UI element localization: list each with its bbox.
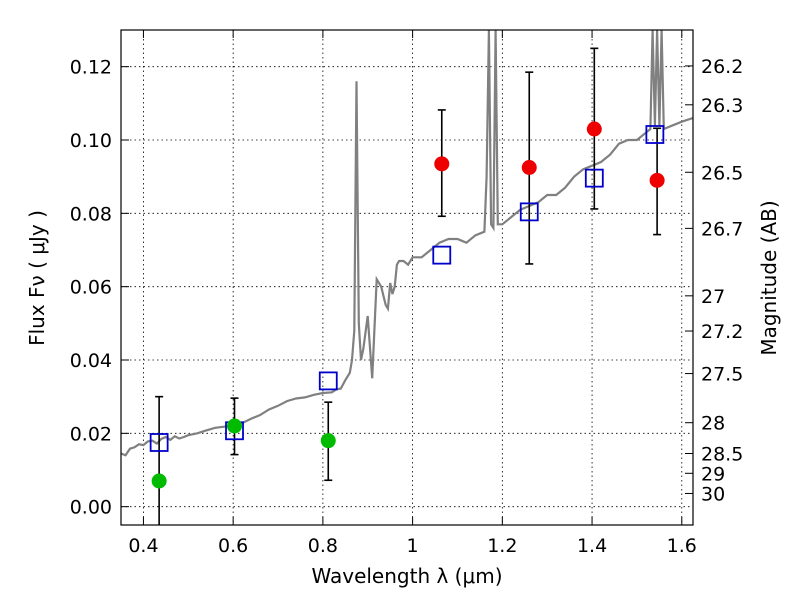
x-tick-label: 1.6 xyxy=(667,535,697,557)
x-tick-label: 0.6 xyxy=(218,535,248,557)
red-data-point xyxy=(649,172,665,188)
red-data-point xyxy=(521,160,537,175)
y2-tick-label: 26.7 xyxy=(701,218,743,240)
data-markers xyxy=(149,121,665,489)
model-flux-square xyxy=(432,245,452,265)
y2-tick-label: 27 xyxy=(701,286,725,308)
y2-tick-label: 26.5 xyxy=(701,162,743,184)
y-tick-label: 0.02 xyxy=(70,423,112,445)
x-tick-label: 0.4 xyxy=(128,535,158,557)
red-data-point xyxy=(434,156,450,172)
y2-tick-label: 28.5 xyxy=(701,444,743,466)
y2-axis-label: Magnitude (AB) xyxy=(757,200,781,355)
y-tick-label: 0.04 xyxy=(70,350,112,372)
x-tick-label: 1.4 xyxy=(577,535,607,557)
x-tick-label: 1 xyxy=(407,535,419,557)
x-axis-ticks: 0.4 0.6 0.8 1 1.2 1.4 1.6 xyxy=(128,30,697,557)
model-flux-square xyxy=(149,433,169,452)
model-flux-square xyxy=(645,125,665,144)
green-data-point xyxy=(151,473,167,489)
y-axis-ticks: 0.00 0.02 0.04 0.06 0.08 0.10 0.12 xyxy=(70,57,129,519)
x-axis-label: Wavelength λ (μm) xyxy=(311,564,502,588)
plot-area xyxy=(121,30,693,525)
y2-tick-label: 26.3 xyxy=(701,95,743,117)
grid xyxy=(121,30,693,525)
y2-tick-label: 29 xyxy=(701,463,725,485)
green-data-point xyxy=(227,418,243,434)
x-tick-label: 1.2 xyxy=(487,535,517,557)
y2-tick-label: 30 xyxy=(701,483,725,505)
red-data-point xyxy=(586,121,602,137)
model-flux-square xyxy=(318,371,338,391)
error-bars xyxy=(155,47,662,525)
plot-frame xyxy=(120,29,694,526)
y2-tick-label: 28 xyxy=(701,413,725,435)
x-tick-label: 0.8 xyxy=(308,535,338,557)
model-spectrum-line xyxy=(121,30,693,457)
green-data-point xyxy=(320,433,336,449)
y-axis-label: Flux Fν ( μJy ) xyxy=(25,210,49,346)
y-tick-label: 0.06 xyxy=(70,277,112,299)
y-tick-label: 0.08 xyxy=(70,203,112,225)
y2-tick-label: 26.2 xyxy=(701,56,743,78)
y-tick-label: 0.10 xyxy=(70,130,112,152)
model-flux-square xyxy=(519,202,539,222)
y-tick-label: 0.00 xyxy=(70,497,112,519)
model-flux-square xyxy=(584,168,604,188)
y-tick-label: 0.12 xyxy=(70,57,112,79)
y2-tick-label: 27.2 xyxy=(701,321,743,343)
y2-tick-label: 27.5 xyxy=(701,364,743,386)
